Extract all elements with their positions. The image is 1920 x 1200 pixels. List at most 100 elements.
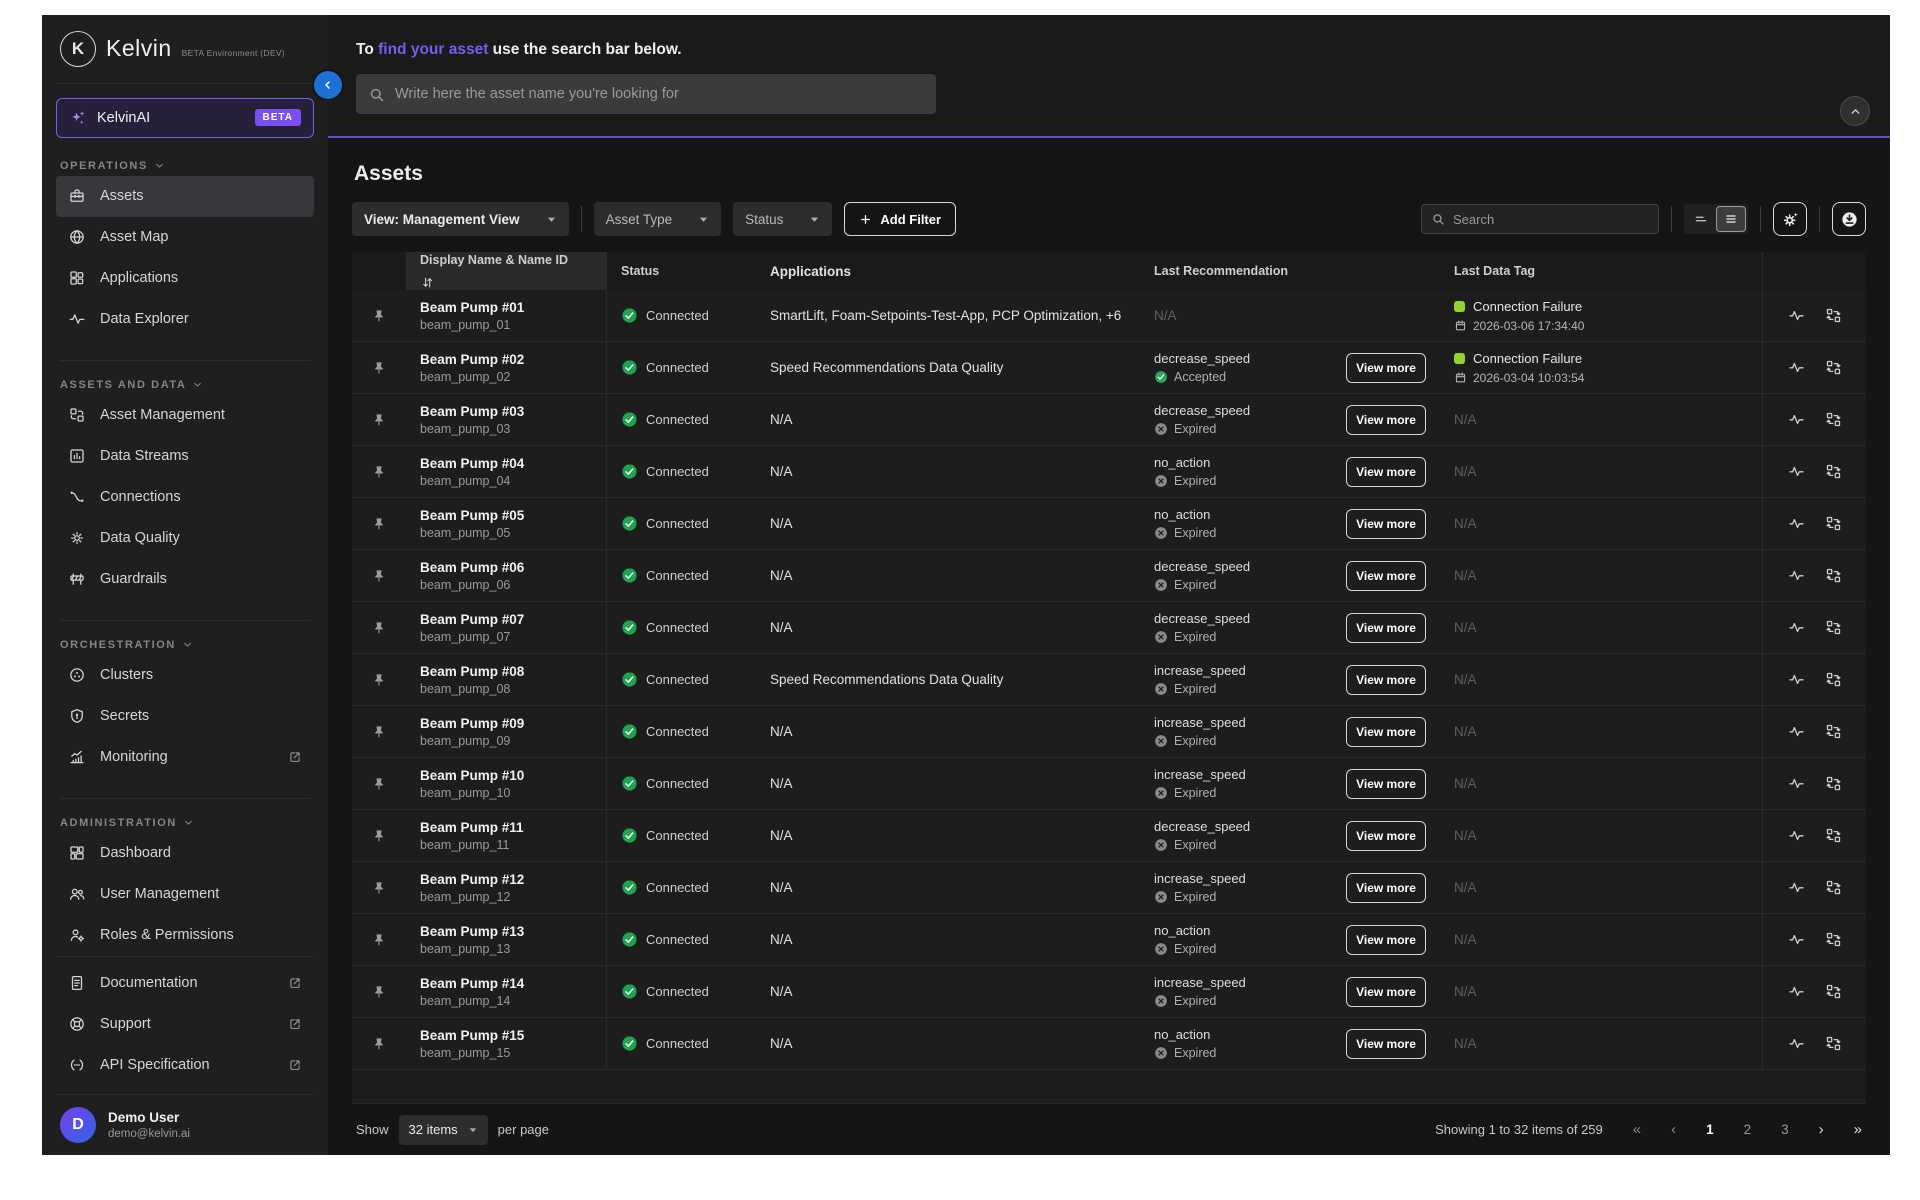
view-more-button[interactable]: View more <box>1346 560 1426 591</box>
sidebar-item-asset-management[interactable]: Asset Management <box>56 395 314 436</box>
view-more-button[interactable]: View more <box>1346 768 1426 799</box>
asset-compare-button[interactable] <box>1825 1035 1842 1052</box>
status-dropdown[interactable]: Status <box>733 202 833 236</box>
data-explorer-button[interactable] <box>1788 1035 1805 1052</box>
export-button[interactable] <box>1832 202 1866 236</box>
pin-button[interactable] <box>371 412 387 428</box>
data-explorer-button[interactable] <box>1788 359 1805 376</box>
asset-compare-button[interactable] <box>1825 723 1842 740</box>
data-explorer-button[interactable] <box>1788 827 1805 844</box>
next-page-button[interactable]: › <box>1818 1121 1824 1138</box>
table-row[interactable]: Beam Pump #13 beam_pump_13 Connected N/A… <box>352 914 1866 966</box>
sidebar-section-assets-and-data[interactable]: ASSETS AND DATA <box>60 359 310 391</box>
pin-button[interactable] <box>371 828 387 844</box>
asset-compare-button[interactable] <box>1825 879 1842 896</box>
brand-logo[interactable]: K Kelvin BETA Environment (DEV) <box>56 15 314 84</box>
data-explorer-button[interactable] <box>1788 411 1805 428</box>
sidebar-section-orchestration[interactable]: ORCHESTRATION <box>60 619 310 651</box>
list-view-button[interactable] <box>1716 206 1746 232</box>
asset-compare-button[interactable] <box>1825 515 1842 532</box>
prev-page-button[interactable]: ‹ <box>1671 1121 1677 1138</box>
sidebar-item-support[interactable]: Support <box>56 1004 314 1045</box>
collapse-header-button[interactable] <box>1840 96 1870 126</box>
view-more-button[interactable]: View more <box>1346 352 1426 383</box>
pin-button[interactable] <box>371 568 387 584</box>
pin-button[interactable] <box>371 308 387 324</box>
table-row[interactable]: Beam Pump #08 beam_pump_08 Connected Spe… <box>352 654 1866 706</box>
pin-button[interactable] <box>371 620 387 636</box>
find-your-asset-link[interactable]: find your asset <box>378 41 489 58</box>
asset-compare-button[interactable] <box>1825 463 1842 480</box>
first-page-button[interactable]: « <box>1632 1121 1642 1138</box>
sidebar-section-operations[interactable]: OPERATIONS <box>60 160 310 172</box>
view-more-button[interactable]: View more <box>1346 664 1426 695</box>
sidebar-item-data-explorer[interactable]: Data Explorer <box>56 299 314 340</box>
view-more-button[interactable]: View more <box>1346 456 1426 487</box>
add-filter-button[interactable]: Add Filter <box>844 202 957 236</box>
asset-compare-button[interactable] <box>1825 931 1842 948</box>
view-more-button[interactable]: View more <box>1346 872 1426 903</box>
data-explorer-button[interactable] <box>1788 307 1805 324</box>
sidebar-item-data-quality[interactable]: Data Quality <box>56 518 314 559</box>
name-column-header[interactable]: Display Name & Name ID <box>406 252 606 290</box>
asset-compare-button[interactable] <box>1825 775 1842 792</box>
sidebar-item-assets[interactable]: Assets <box>56 175 314 217</box>
sidebar-item-guardrails[interactable]: Guardrails <box>56 559 314 600</box>
compact-view-button[interactable] <box>1686 206 1716 232</box>
user-profile[interactable]: D Demo User demo@kelvin.ai <box>56 1093 314 1155</box>
asset-compare-button[interactable] <box>1825 307 1842 324</box>
data-explorer-button[interactable] <box>1788 515 1805 532</box>
page-button-3[interactable]: 3 <box>1781 1122 1789 1137</box>
sidebar-item-documentation[interactable]: Documentation <box>56 963 314 1004</box>
data-explorer-button[interactable] <box>1788 879 1805 896</box>
pin-button[interactable] <box>371 984 387 1000</box>
pin-button[interactable] <box>371 672 387 688</box>
data-explorer-button[interactable] <box>1788 567 1805 584</box>
view-more-button[interactable]: View more <box>1346 820 1426 851</box>
data-explorer-button[interactable] <box>1788 931 1805 948</box>
data-explorer-button[interactable] <box>1788 723 1805 740</box>
table-row[interactable]: Beam Pump #09 beam_pump_09 Connected N/A… <box>352 706 1866 758</box>
sidebar-item-secrets[interactable]: Secrets <box>56 696 314 737</box>
pin-button[interactable] <box>371 1036 387 1052</box>
sidebar-collapse-button[interactable] <box>314 71 342 99</box>
asset-compare-button[interactable] <box>1825 671 1842 688</box>
sidebar-item-connections[interactable]: Connections <box>56 477 314 518</box>
sidebar-item-applications[interactable]: Applications <box>56 258 314 299</box>
table-settings-button[interactable] <box>1773 202 1807 236</box>
table-row[interactable]: Beam Pump #03 beam_pump_03 Connected N/A… <box>352 394 1866 446</box>
pin-button[interactable] <box>371 880 387 896</box>
last-page-button[interactable]: » <box>1853 1121 1862 1138</box>
asset-compare-button[interactable] <box>1825 983 1842 1000</box>
table-row[interactable]: Beam Pump #10 beam_pump_10 Connected N/A… <box>352 758 1866 810</box>
pin-button[interactable] <box>371 360 387 376</box>
asset-compare-button[interactable] <box>1825 827 1842 844</box>
data-explorer-button[interactable] <box>1788 983 1805 1000</box>
table-row[interactable]: Beam Pump #14 beam_pump_14 Connected N/A… <box>352 966 1866 1018</box>
table-row[interactable]: Beam Pump #06 beam_pump_06 Connected N/A… <box>352 550 1866 602</box>
pin-button[interactable] <box>371 464 387 480</box>
sidebar-item-dashboard[interactable]: Dashboard <box>56 833 314 874</box>
sidebar-item-asset-map[interactable]: Asset Map <box>56 217 314 258</box>
pin-button[interactable] <box>371 516 387 532</box>
table-row[interactable]: Beam Pump #11 beam_pump_11 Connected N/A… <box>352 810 1866 862</box>
data-explorer-button[interactable] <box>1788 775 1805 792</box>
data-explorer-button[interactable] <box>1788 463 1805 480</box>
table-row[interactable]: Beam Pump #07 beam_pump_07 Connected N/A… <box>352 602 1866 654</box>
page-button-2[interactable]: 2 <box>1743 1122 1752 1137</box>
sidebar-item-data-streams[interactable]: Data Streams <box>56 436 314 477</box>
sidebar-item-api-specification[interactable]: API Specification <box>56 1045 314 1086</box>
data-explorer-button[interactable] <box>1788 671 1805 688</box>
asset-search-input[interactable] <box>395 86 924 102</box>
sidebar-item-monitoring[interactable]: Monitoring <box>56 737 314 778</box>
table-row[interactable]: Beam Pump #12 beam_pump_12 Connected N/A… <box>352 862 1866 914</box>
sidebar-item-clusters[interactable]: Clusters <box>56 655 314 696</box>
view-more-button[interactable]: View more <box>1346 716 1426 747</box>
page-button-1[interactable]: 1 <box>1706 1122 1714 1137</box>
view-more-button[interactable]: View more <box>1346 612 1426 643</box>
per-page-select[interactable]: 32 items <box>398 1114 488 1145</box>
table-row[interactable]: Beam Pump #01 beam_pump_01 Connected Sma… <box>352 290 1866 342</box>
data-explorer-button[interactable] <box>1788 619 1805 636</box>
sidebar-section-administration[interactable]: ADMINISTRATION <box>60 797 310 829</box>
sidebar-item-user-management[interactable]: User Management <box>56 874 314 915</box>
